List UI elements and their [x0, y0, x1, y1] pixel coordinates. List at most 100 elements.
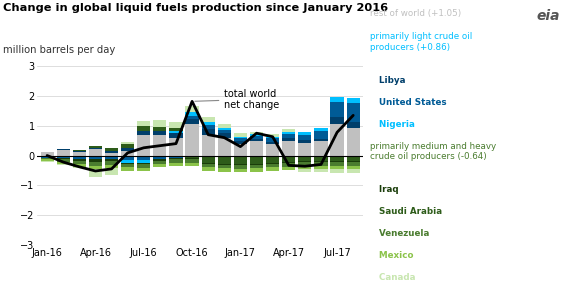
Bar: [282, 163, 295, 166]
Bar: [40, 161, 54, 162]
Bar: [202, 164, 215, 167]
Bar: [185, 124, 199, 156]
Bar: [153, 127, 166, 131]
Bar: [314, 131, 328, 139]
Bar: [73, 166, 86, 168]
Bar: [121, 167, 134, 171]
Bar: [314, 161, 328, 162]
Bar: [314, 162, 328, 166]
Bar: [89, 149, 102, 156]
Bar: [234, 156, 247, 164]
Bar: [153, 156, 166, 159]
Bar: [298, 169, 312, 173]
Bar: [169, 132, 183, 138]
Bar: [266, 141, 279, 144]
Bar: [169, 122, 183, 128]
Bar: [250, 136, 263, 139]
Bar: [282, 138, 295, 141]
Bar: [137, 160, 150, 163]
Bar: [202, 122, 215, 125]
Text: primarily light crude oil
producers (+0.86): primarily light crude oil producers (+0.…: [370, 32, 472, 52]
Bar: [250, 141, 263, 156]
Bar: [185, 112, 199, 116]
Bar: [202, 135, 215, 156]
Bar: [185, 116, 199, 119]
Bar: [298, 162, 312, 166]
Bar: [314, 156, 328, 161]
Bar: [282, 132, 295, 134]
Bar: [331, 102, 344, 117]
Bar: [137, 121, 150, 126]
Bar: [298, 140, 312, 143]
Bar: [234, 144, 247, 156]
Bar: [331, 166, 344, 169]
Bar: [266, 137, 279, 138]
Bar: [169, 158, 183, 159]
Bar: [121, 160, 134, 163]
Bar: [218, 156, 231, 164]
Bar: [121, 141, 134, 144]
Text: Venezuela: Venezuela: [370, 229, 429, 238]
Text: Mexico: Mexico: [370, 251, 414, 260]
Bar: [347, 103, 360, 122]
Bar: [121, 163, 134, 164]
Bar: [56, 158, 70, 159]
Text: total world
net change: total world net change: [195, 89, 279, 110]
Bar: [56, 156, 70, 158]
Bar: [202, 129, 215, 135]
Bar: [234, 165, 247, 169]
Bar: [121, 151, 134, 156]
Bar: [218, 168, 231, 172]
Bar: [121, 144, 134, 148]
Bar: [218, 128, 231, 130]
Bar: [266, 167, 279, 171]
Bar: [218, 164, 231, 165]
Bar: [105, 151, 118, 153]
Bar: [105, 165, 118, 168]
Bar: [40, 156, 54, 158]
Bar: [137, 135, 150, 156]
Bar: [73, 164, 86, 166]
Text: million barrels per day: million barrels per day: [3, 45, 115, 55]
Bar: [56, 150, 70, 156]
Bar: [218, 165, 231, 168]
Bar: [250, 165, 263, 168]
Bar: [331, 161, 344, 162]
Bar: [331, 162, 344, 166]
Bar: [250, 139, 263, 141]
Bar: [137, 131, 150, 135]
Bar: [105, 162, 118, 165]
Bar: [347, 156, 360, 161]
Bar: [202, 117, 215, 122]
Bar: [202, 163, 215, 164]
Bar: [89, 148, 102, 149]
Bar: [185, 158, 199, 159]
Text: Libya: Libya: [370, 76, 406, 85]
Bar: [153, 135, 166, 156]
Bar: [282, 166, 295, 170]
Bar: [331, 117, 344, 124]
Bar: [105, 156, 118, 159]
Text: primarily medium and heavy
crude oil producers (-0.64): primarily medium and heavy crude oil pro…: [370, 142, 496, 162]
Bar: [314, 169, 328, 173]
Bar: [169, 163, 183, 166]
Bar: [185, 163, 199, 166]
Bar: [105, 148, 118, 151]
Bar: [73, 159, 86, 161]
Bar: [89, 156, 102, 159]
Bar: [137, 163, 150, 164]
Bar: [250, 156, 263, 164]
Bar: [331, 124, 344, 156]
Text: rest of world (+1.05): rest of world (+1.05): [370, 9, 461, 18]
Text: eia: eia: [537, 9, 560, 23]
Bar: [266, 138, 279, 141]
Bar: [218, 130, 231, 133]
Bar: [298, 143, 312, 156]
Bar: [347, 98, 360, 103]
Bar: [185, 106, 199, 112]
Bar: [40, 159, 54, 161]
Bar: [169, 128, 183, 131]
Bar: [153, 131, 166, 135]
Bar: [89, 159, 102, 162]
Bar: [185, 119, 199, 124]
